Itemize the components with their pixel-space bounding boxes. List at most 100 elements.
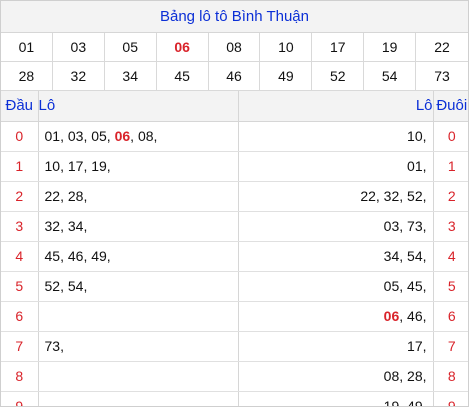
drawn-number-cell: 06 bbox=[156, 33, 209, 62]
right-number: 28 bbox=[407, 368, 423, 384]
left-number: 06 bbox=[114, 128, 131, 144]
left-number: 54 bbox=[67, 278, 84, 294]
lo-right-cell: 08, 28, bbox=[238, 361, 434, 392]
drawn-number-cell: 03 bbox=[52, 33, 105, 62]
head-digit: 5 bbox=[1, 271, 39, 302]
right-number: 03 bbox=[383, 218, 400, 234]
right-number: 34 bbox=[383, 248, 400, 264]
tail-digit: 5 bbox=[433, 271, 468, 302]
lo-right-cell: 10, bbox=[238, 121, 434, 152]
drawn-number-cell: 46 bbox=[208, 62, 261, 91]
left-number: 32 bbox=[44, 218, 61, 234]
right-number: 01 bbox=[407, 158, 423, 174]
lo-right-cell: 22, 32, 52, bbox=[238, 181, 434, 212]
head-digit: 3 bbox=[1, 211, 39, 242]
loto-row: 1 10, 17, 19, 01, 1 bbox=[1, 151, 468, 182]
lo-right-cell: 05, 45, bbox=[238, 271, 434, 302]
head-digit: 1 bbox=[1, 151, 39, 182]
header-dau: Đầu bbox=[1, 91, 39, 122]
drawn-number-cell: 32 bbox=[52, 62, 105, 91]
tail-digit: 6 bbox=[433, 301, 468, 332]
loto-header-row: Đầu Lô Lô Đuôi bbox=[1, 91, 468, 122]
loto-row: 9 19, 49, 9 bbox=[1, 391, 468, 407]
header-duoi: Đuôi bbox=[433, 91, 468, 122]
drawn-number-cell: 49 bbox=[260, 62, 313, 91]
right-number: 49 bbox=[407, 398, 423, 407]
left-number: 17 bbox=[67, 158, 84, 174]
tail-digit: 0 bbox=[433, 121, 468, 152]
tail-digit: 8 bbox=[433, 361, 468, 392]
right-number: 54 bbox=[407, 248, 423, 264]
left-number: 08 bbox=[137, 128, 154, 144]
right-number: 19 bbox=[383, 398, 400, 407]
lo-right-cell: 03, 73, bbox=[238, 211, 434, 242]
tail-digit: 2 bbox=[433, 181, 468, 212]
lo-left-cell: 22, 28, bbox=[38, 181, 239, 212]
drawn-number-cell: 19 bbox=[364, 33, 417, 62]
board-title: Bảng lô tô Bình Thuận bbox=[1, 1, 468, 33]
right-number: 52 bbox=[407, 188, 423, 204]
lo-left-cell bbox=[38, 361, 239, 392]
right-number: 08 bbox=[383, 368, 400, 384]
left-number: 19 bbox=[91, 158, 107, 174]
left-number: 34 bbox=[67, 218, 84, 234]
lo-right-cell: 01, bbox=[238, 151, 434, 182]
loto-row: 0 01, 03, 05, 06, 08, 10, 0 bbox=[1, 121, 468, 152]
right-number: 22 bbox=[360, 188, 376, 204]
drawn-number-cell: 17 bbox=[312, 33, 365, 62]
drawn-number-cell: 54 bbox=[364, 62, 417, 91]
left-number: 22 bbox=[44, 188, 61, 204]
right-number: 46 bbox=[407, 308, 423, 324]
header-lo-right: Lô bbox=[238, 91, 434, 122]
drawn-number-cell: 08 bbox=[208, 33, 261, 62]
head-digit: 2 bbox=[1, 181, 39, 212]
head-digit: 0 bbox=[1, 121, 39, 152]
loto-table: Đầu Lô Lô Đuôi 0 01, 03, 05, 06, 08, 10, 0 1… bbox=[1, 91, 468, 407]
lo-left-cell: 45, 46, 49, bbox=[38, 241, 239, 272]
lo-left-cell bbox=[38, 301, 239, 332]
tail-digit: 7 bbox=[433, 331, 468, 362]
loto-row: 5 52, 54, 05, 45, 5 bbox=[1, 271, 468, 302]
lo-left-cell: 52, 54, bbox=[38, 271, 239, 302]
loto-row: 7 73, 17, 7 bbox=[1, 331, 468, 362]
loto-row: 2 22, 28, 22, 32, 52, 2 bbox=[1, 181, 468, 212]
loto-row: 4 45, 46, 49, 34, 54, 4 bbox=[1, 241, 468, 272]
drawn-number-cell: 10 bbox=[260, 33, 313, 62]
lo-left-cell: 32, 34, bbox=[38, 211, 239, 242]
drawn-number-cell: 28 bbox=[1, 62, 53, 91]
left-number: 46 bbox=[67, 248, 84, 264]
header-lo-left: Lô bbox=[38, 91, 239, 122]
left-number: 03 bbox=[67, 128, 84, 144]
drawn-number-cell: 52 bbox=[312, 62, 365, 91]
right-number: 10 bbox=[407, 128, 423, 144]
loto-row: 8 08, 28, 8 bbox=[1, 361, 468, 392]
left-number: 05 bbox=[91, 128, 107, 144]
lo-left-cell: 01, 03, 05, 06, 08, bbox=[38, 121, 239, 152]
head-digit: 8 bbox=[1, 361, 39, 392]
tail-digit: 1 bbox=[433, 151, 468, 182]
tail-digit: 3 bbox=[433, 211, 468, 242]
right-number: 05 bbox=[383, 278, 400, 294]
loto-body: 0 01, 03, 05, 06, 08, 10, 0 1 10, 17, 19, 01, 1… bbox=[1, 121, 468, 407]
lo-left-cell: 73, bbox=[38, 331, 239, 362]
loto-row: 3 32, 34, 03, 73, 3 bbox=[1, 211, 468, 242]
tail-digit: 9 bbox=[433, 391, 468, 406]
lo-right-cell: 19, 49, bbox=[238, 391, 434, 407]
head-digit: 9 bbox=[1, 391, 39, 406]
drawn-number-cell: 73 bbox=[416, 62, 468, 91]
right-number: 73 bbox=[407, 218, 423, 234]
drawn-number-cell: 22 bbox=[416, 33, 468, 62]
lo-left-cell: 10, 17, 19, bbox=[38, 151, 239, 182]
loto-row: 6 06, 46, 6 bbox=[1, 301, 468, 332]
head-digit: 7 bbox=[1, 331, 39, 362]
right-number: 32 bbox=[383, 188, 400, 204]
left-number: 52 bbox=[44, 278, 61, 294]
lo-right-cell: 06, 46, bbox=[238, 301, 434, 332]
lo-right-cell: 17, bbox=[238, 331, 434, 362]
left-number: 45 bbox=[44, 248, 61, 264]
lo-right-cell: 34, 54, bbox=[238, 241, 434, 272]
left-number: 01 bbox=[44, 128, 61, 144]
lo-left-cell bbox=[38, 391, 239, 406]
drawn-number-cell: 45 bbox=[156, 62, 209, 91]
